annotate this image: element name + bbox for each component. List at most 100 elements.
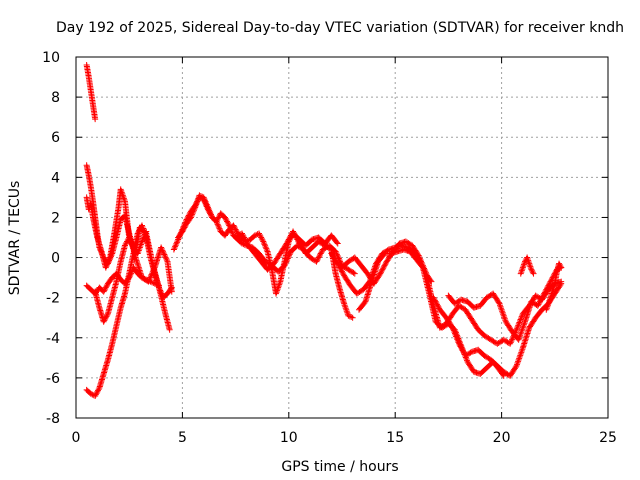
data-series-arc-16 xyxy=(517,254,537,277)
data-point xyxy=(256,230,263,237)
data-point xyxy=(336,263,343,270)
data-point xyxy=(142,231,149,238)
data-point xyxy=(129,241,136,248)
data-point xyxy=(180,227,187,234)
data-point xyxy=(141,232,148,239)
data-point xyxy=(181,224,188,231)
data-point xyxy=(157,288,164,295)
data-point xyxy=(161,252,168,259)
data-point xyxy=(138,274,145,281)
data-point xyxy=(121,242,128,249)
data-point xyxy=(529,269,536,276)
data-point xyxy=(257,233,264,240)
data-point xyxy=(191,205,198,212)
data-point xyxy=(509,336,516,343)
data-point xyxy=(337,265,344,272)
data-point xyxy=(160,250,167,257)
data-point xyxy=(157,287,164,294)
data-point xyxy=(173,239,180,246)
data-point xyxy=(458,344,465,351)
data-series-arc-15 xyxy=(445,264,565,343)
data-point xyxy=(256,231,263,238)
data-point xyxy=(529,267,536,274)
data-point xyxy=(141,275,148,282)
y-tick-label: -4 xyxy=(46,331,60,347)
data-point xyxy=(106,255,113,262)
y-tick-label: -2 xyxy=(46,291,60,307)
data-point xyxy=(92,391,99,398)
data-point xyxy=(449,324,456,331)
data-point xyxy=(258,234,265,241)
data-point xyxy=(167,285,174,292)
data-point xyxy=(180,225,187,232)
data-point xyxy=(138,238,145,245)
data-point xyxy=(102,316,109,323)
data-point xyxy=(225,221,232,228)
data-point xyxy=(147,278,154,285)
data-point xyxy=(380,251,387,258)
data-point xyxy=(203,200,210,207)
data-point xyxy=(143,276,150,283)
data-point xyxy=(450,327,457,334)
data-point xyxy=(174,237,181,244)
data-point xyxy=(103,263,110,270)
data-point xyxy=(173,240,180,247)
data-point xyxy=(172,243,179,250)
data-point xyxy=(291,231,298,238)
data-point xyxy=(432,298,439,305)
data-point xyxy=(102,314,109,321)
data-point xyxy=(156,286,163,293)
data-point xyxy=(104,261,111,268)
data-point xyxy=(262,242,269,249)
data-point xyxy=(140,235,147,242)
data-series-arc-5 xyxy=(83,222,175,399)
data-point xyxy=(104,260,111,267)
data-point xyxy=(207,210,214,217)
data-point xyxy=(543,286,550,293)
data-point xyxy=(102,264,109,271)
data-point xyxy=(378,267,385,274)
data-point xyxy=(295,237,302,244)
data-point xyxy=(453,334,460,341)
data-point xyxy=(516,319,523,326)
data-point xyxy=(233,227,240,234)
data-point xyxy=(134,230,141,237)
data-point xyxy=(379,266,386,273)
data-point xyxy=(190,208,197,215)
data-point xyxy=(100,288,107,295)
data-point xyxy=(460,348,467,355)
data-point xyxy=(435,304,442,311)
data-point xyxy=(128,238,135,245)
data-point xyxy=(317,251,324,258)
data-point xyxy=(495,299,502,306)
data-point xyxy=(514,325,521,332)
data-point xyxy=(518,313,525,320)
data-point xyxy=(94,388,101,395)
data-point xyxy=(542,287,549,294)
data-point xyxy=(230,222,237,229)
data-point xyxy=(539,294,546,301)
data-point xyxy=(239,231,246,238)
data-point xyxy=(92,392,99,399)
y-tick-label: 0 xyxy=(51,251,60,267)
data-point xyxy=(92,116,99,123)
data-point xyxy=(285,237,292,244)
data-point xyxy=(514,323,521,330)
data-point xyxy=(222,215,229,222)
data-point xyxy=(452,332,459,339)
data-series-arc-9 xyxy=(232,228,356,321)
data-point xyxy=(123,239,130,246)
plot-area xyxy=(83,62,565,399)
data-point xyxy=(87,390,94,397)
data-point xyxy=(148,279,155,286)
data-point xyxy=(241,234,248,241)
data-point xyxy=(536,300,543,307)
data-point xyxy=(155,284,162,291)
data-point xyxy=(188,213,195,220)
data-point xyxy=(196,192,203,199)
x-tick-label: 0 xyxy=(72,430,81,446)
data-point xyxy=(512,364,519,371)
data-point xyxy=(200,194,207,201)
data-point xyxy=(159,247,166,254)
data-point xyxy=(377,270,384,277)
